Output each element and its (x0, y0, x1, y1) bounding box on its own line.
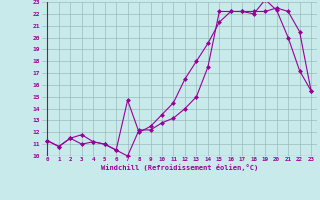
X-axis label: Windchill (Refroidissement éolien,°C): Windchill (Refroidissement éolien,°C) (100, 164, 258, 171)
